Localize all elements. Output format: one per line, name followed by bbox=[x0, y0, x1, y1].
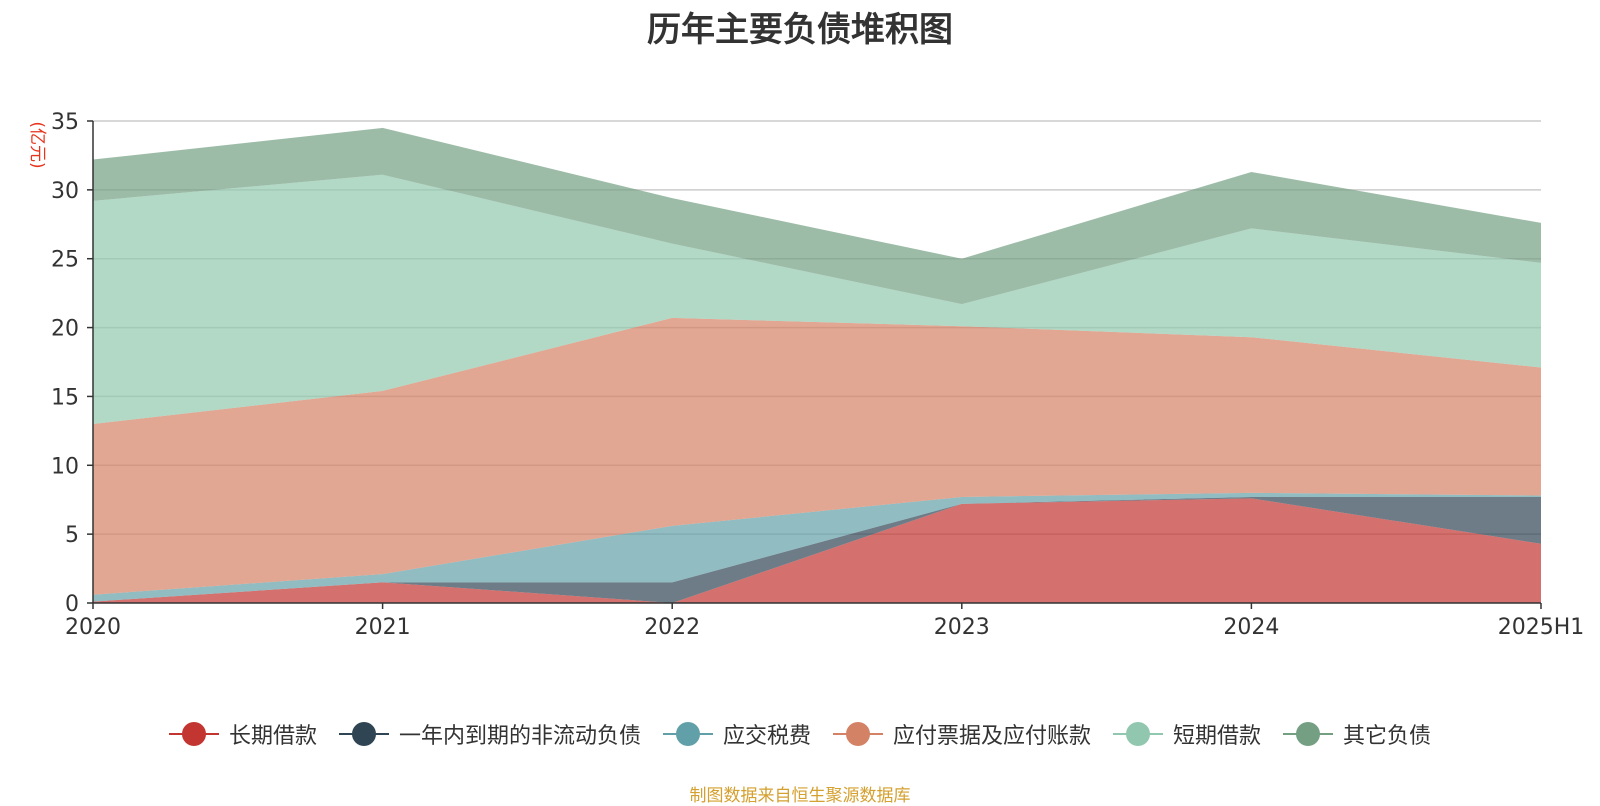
legend-label: 应交税费 bbox=[722, 724, 811, 749]
y-tick-label: 15 bbox=[51, 385, 79, 410]
legend-marker-icon bbox=[338, 721, 389, 747]
legend-item[interactable]: 一年内到期的非流动负债 bbox=[338, 718, 641, 750]
x-tick-label: 2022 bbox=[644, 615, 700, 640]
legend-item[interactable]: 长期借款 bbox=[168, 718, 317, 750]
legend-marker-icon bbox=[168, 721, 219, 747]
area-series bbox=[93, 127, 1541, 603]
y-tick-label: 10 bbox=[51, 454, 79, 479]
y-tick-label: 5 bbox=[65, 523, 79, 548]
y-tick-label: 25 bbox=[51, 248, 79, 273]
x-tick-label: 2025H1 bbox=[1498, 615, 1585, 640]
x-tick-label: 2023 bbox=[934, 615, 990, 640]
legend-label: 其它负债 bbox=[1343, 724, 1432, 749]
area-series-5 bbox=[93, 174, 1541, 424]
y-tick-label: 20 bbox=[51, 317, 79, 342]
area-series-1 bbox=[93, 498, 1541, 603]
legend-item[interactable]: 应交税费 bbox=[662, 718, 811, 750]
legend-label: 应付票据及应付账款 bbox=[893, 724, 1092, 749]
x-tick-label: 2021 bbox=[355, 615, 411, 640]
legend-marker-icon bbox=[1283, 721, 1334, 747]
y-axis-unit-label: (亿元) bbox=[27, 121, 47, 168]
y-tick-label: 35 bbox=[51, 110, 79, 135]
x-tick-label: 2024 bbox=[1223, 615, 1279, 640]
legend-item[interactable]: 短期借款 bbox=[1113, 718, 1261, 750]
x-tick-label: 2020 bbox=[65, 615, 121, 640]
area-series-3 bbox=[93, 492, 1541, 602]
legend-label: 短期借款 bbox=[1173, 724, 1262, 749]
legend-marker-icon bbox=[833, 721, 883, 747]
area-series-2 bbox=[93, 496, 1541, 603]
legend-marker-icon bbox=[662, 721, 713, 747]
axes: 0 5 10 15 20 25 30 35 2020 2021 2022 2023 2024 2025H1 bbox=[51, 110, 1584, 640]
y-tick-label: 30 bbox=[51, 179, 79, 204]
legend-label: 一年内到期的非流动负债 bbox=[398, 724, 641, 749]
source-note: 制图数据来自恒生聚源数据库 bbox=[689, 786, 911, 806]
legend: 长期借款 一年内到期的非流动负债 应交税费 应付票据及应付账款 短期借款 其它负债 bbox=[0, 718, 1600, 750]
chart-title: 历年主要负债堆积图 bbox=[647, 10, 953, 50]
legend-item[interactable]: 应付票据及应付账款 bbox=[833, 718, 1091, 750]
legend-marker-icon bbox=[1113, 721, 1164, 747]
area-series-4 bbox=[93, 317, 1541, 595]
legend-item[interactable]: 其它负债 bbox=[1283, 718, 1431, 750]
y-tick-label: 0 bbox=[65, 592, 79, 617]
legend-label: 长期借款 bbox=[228, 724, 317, 749]
area-series-6 bbox=[93, 127, 1541, 305]
